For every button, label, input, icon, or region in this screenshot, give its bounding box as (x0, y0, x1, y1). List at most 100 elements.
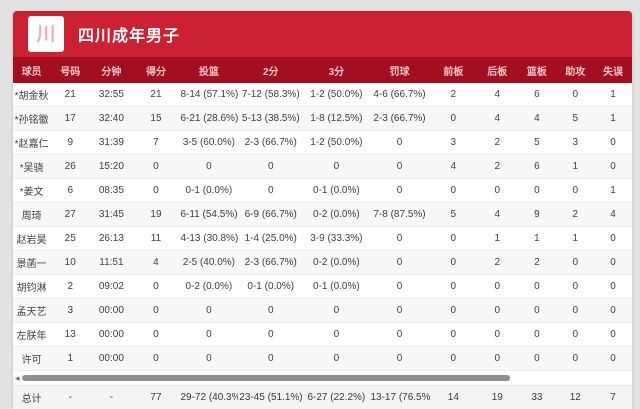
cell: 0 (179, 322, 239, 347)
cell: 0-1 (0.0%) (238, 274, 304, 299)
cell: 0 (369, 274, 430, 299)
cell: 0 (132, 154, 180, 179)
cell: 0 (594, 226, 632, 251)
cell: 0 (132, 178, 180, 203)
cell: 0 (477, 322, 518, 347)
cell: 0 (238, 322, 304, 347)
cell: 1 (50, 346, 91, 371)
cell: 2 (517, 250, 557, 275)
cell: 6 (517, 154, 557, 179)
cell: 0-2 (0.0%) (179, 274, 239, 299)
cell: 32:55 (90, 83, 133, 107)
total-cell: 19 (477, 385, 518, 409)
cell: 0 (132, 298, 180, 323)
cell: 4-6 (66.7%) (369, 83, 430, 107)
cell: 2-3 (66.7%) (238, 250, 304, 275)
total-cell: 6-27 (22.2%) (303, 385, 370, 409)
team-logo-icon: 川 (36, 23, 56, 45)
scrollbar-thumb[interactable] (22, 375, 510, 381)
table-row: *胡金秋 21 32:55 21 8-14 (57.1%) 7-12 (58.3%) 1-2… (13, 83, 632, 107)
cell: 0 (517, 178, 557, 203)
cell: 0 (429, 322, 478, 347)
total-cell: 12 (556, 385, 595, 409)
cell: 0 (517, 346, 557, 371)
total-cell: 23-45 (51.1%) (238, 385, 304, 409)
cell: 0 (303, 154, 370, 179)
cell: 2 (477, 250, 518, 275)
stats-card: 川 四川成年男子 球员 号码 分钟 得分 投篮 2分 3分 罚球 前板 后板 篮板 助攻 失误 *胡金秋… (13, 11, 632, 409)
cell: 0 (238, 346, 304, 371)
column-header: 助攻 (556, 57, 595, 83)
cell: 19 (132, 202, 180, 227)
cell: 1-2 (50.0%) (303, 83, 370, 107)
total-cell: - (90, 385, 133, 409)
cell: 5 (429, 202, 478, 227)
table-row: 周琦 27 31:45 19 6-11 (54.5%) 6-9 (66.7%) 0-2 (0… (13, 202, 632, 227)
cell: 4 (477, 106, 518, 131)
cell: 1 (556, 154, 595, 179)
table-row: *赵嘉仁 9 31:39 7 3-5 (60.0%) 2-3 (66.7%) 1-2 (50… (13, 130, 632, 155)
cell: 0 (477, 346, 518, 371)
cell: 21 (50, 83, 91, 107)
cell: 4 (429, 154, 478, 179)
cell: 11 (132, 226, 180, 251)
cell: 4-13 (30.8%) (179, 226, 239, 251)
cell: 0 (556, 250, 595, 275)
cell: 1-4 (25.0%) (238, 226, 304, 251)
cell: 31:45 (90, 202, 133, 227)
cell: 1 (556, 226, 595, 251)
cell: 0-2 (0.0%) (303, 250, 370, 275)
cell: 0 (369, 346, 430, 371)
column-header: 失误 (594, 57, 632, 83)
cell: 26:13 (90, 226, 133, 251)
column-header-row: 球员 号码 分钟 得分 投篮 2分 3分 罚球 前板 后板 篮板 助攻 失误 (13, 57, 632, 83)
page-title: 四川成年男子 (78, 28, 181, 45)
cell: 11:51 (90, 250, 133, 275)
cell: 4 (132, 250, 180, 275)
cell: 1-8 (12.5%) (303, 106, 370, 131)
cell: 0 (556, 83, 595, 107)
team-header: 川 四川成年男子 (13, 11, 632, 57)
total-table: 总计 - -77 29-72 (40.3%) 23-45 (51.1%) 6-27 (22… (13, 385, 632, 409)
cell: 3-9 (33.3%) (303, 226, 370, 251)
cell: 0 (179, 346, 239, 371)
cell: 00:00 (90, 322, 133, 347)
cell: *吴骁 (13, 154, 51, 179)
cell: 10 (50, 250, 91, 275)
cell: 0 (238, 298, 304, 323)
cell: 0 (238, 154, 304, 179)
cell: 17 (50, 106, 91, 131)
cell: 5 (556, 106, 595, 131)
cell: 6 (50, 178, 91, 203)
cell: 0-1 (0.0%) (303, 274, 370, 299)
cell: 胡钧淋 (13, 274, 51, 299)
cell: 0 (369, 178, 430, 203)
cell: 08:35 (90, 178, 133, 203)
scroll-left-arrow-icon[interactable]: ◂ (15, 373, 20, 383)
cell: 0 (556, 346, 595, 371)
cell: 0 (429, 226, 478, 251)
horizontal-scrollbar[interactable]: ◂ (13, 371, 632, 385)
cell: 3-5 (60.0%) (179, 130, 239, 155)
column-header: 后板 (477, 57, 518, 83)
cell: 0 (369, 130, 430, 155)
table-row: 孟天艺 3 00:00 0 0 0 0 0 0 0 0 0 0 (13, 298, 632, 323)
column-header: 分钟 (90, 57, 133, 83)
cell: 0 (429, 250, 478, 275)
cell: 5-13 (38.5%) (238, 106, 304, 131)
table-row: 景菡一 10 11:51 4 2-5 (40.0%) 2-3 (66.7%) 0-2 (0.… (13, 250, 632, 275)
cell: 0 (369, 226, 430, 251)
cell: 9 (50, 130, 91, 155)
cell: 5 (517, 130, 557, 155)
cell: 15 (132, 106, 180, 131)
cell: 0-1 (0.0%) (303, 178, 370, 203)
cell: 3 (429, 130, 478, 155)
cell: 0 (429, 346, 478, 371)
table-row: 许可 1 00:00 0 0 0 0 0 0 0 0 0 0 (13, 346, 632, 371)
cell: 4 (517, 106, 557, 131)
cell: 6-21 (28.6%) (179, 106, 239, 131)
cell: 4 (594, 202, 632, 227)
cell: 1 (477, 226, 518, 251)
column-header: 2分 (238, 57, 304, 83)
cell: 赵岩昊 (13, 226, 51, 251)
